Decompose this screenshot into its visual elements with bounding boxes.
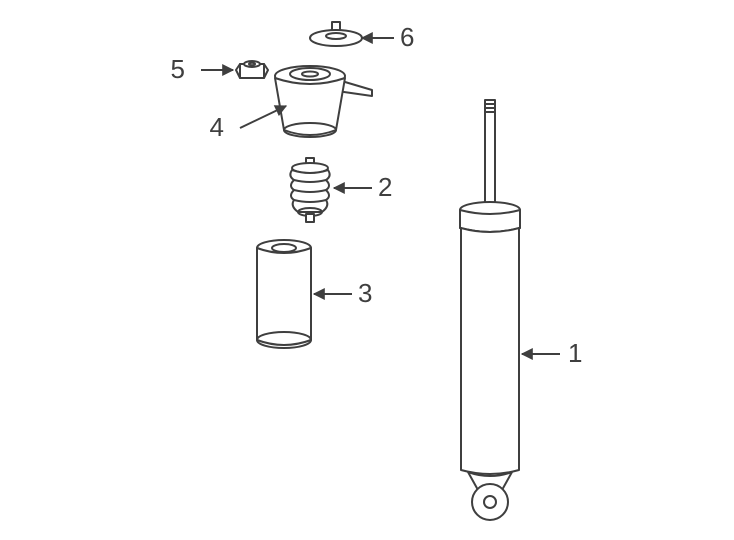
part-bump-stop (290, 158, 329, 222)
label-2: 2 (378, 172, 392, 202)
callout-1: 1 (522, 338, 582, 368)
callout-2: 2 (334, 172, 392, 202)
label-5: 5 (171, 54, 185, 84)
label-6: 6 (400, 22, 414, 52)
label-4: 4 (210, 112, 224, 142)
callout-3: 3 (314, 278, 372, 308)
label-1: 1 (568, 338, 582, 368)
callout-5: 5 (171, 54, 233, 84)
part-upper-mount (275, 66, 372, 137)
callout-4: 4 (210, 106, 286, 142)
part-cap-washer (310, 22, 362, 46)
exploded-parts-diagram: 1 2 3 4 5 6 (0, 0, 734, 540)
part-dust-cover (257, 240, 311, 348)
label-3: 3 (358, 278, 372, 308)
callout-6: 6 (362, 22, 414, 52)
part-nut (236, 61, 268, 78)
part-shock-absorber (460, 100, 520, 520)
